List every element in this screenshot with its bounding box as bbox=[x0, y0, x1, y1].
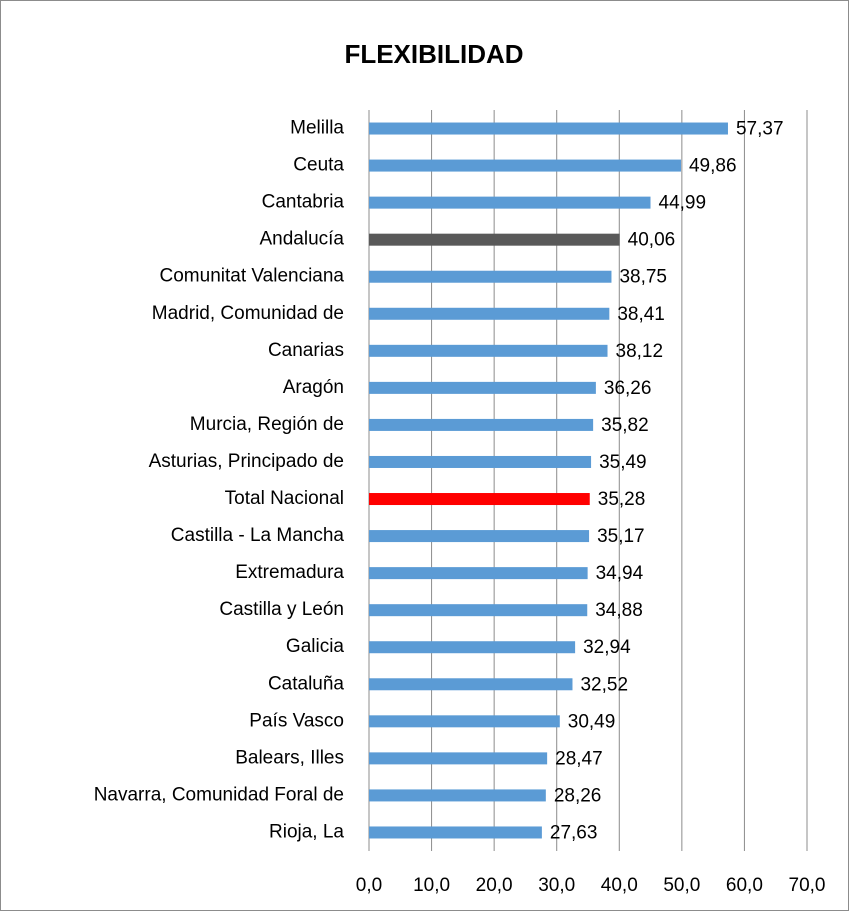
x-tick-label: 70,0 bbox=[789, 875, 826, 896]
x-tick-label: 0,0 bbox=[356, 875, 382, 896]
y-tick-label: Cantabria bbox=[262, 192, 345, 213]
bar bbox=[369, 196, 651, 209]
value-label: 44,99 bbox=[659, 193, 707, 214]
value-label: 36,26 bbox=[604, 378, 652, 399]
y-tick-label: País Vasco bbox=[249, 710, 344, 731]
value-label: 40,06 bbox=[628, 230, 676, 251]
bar bbox=[369, 752, 548, 765]
value-label: 35,17 bbox=[597, 526, 645, 547]
bar bbox=[369, 455, 592, 468]
bar bbox=[369, 307, 610, 320]
y-tick-label: Cataluña bbox=[268, 673, 344, 694]
bar bbox=[369, 122, 728, 135]
y-tick-label: Melilla bbox=[290, 118, 344, 139]
bar bbox=[369, 270, 612, 283]
y-tick-label: Castilla - La Mancha bbox=[171, 525, 345, 546]
x-tick-label: 30,0 bbox=[538, 875, 575, 896]
y-tick-label: Comunitat Valenciana bbox=[160, 266, 345, 287]
bar bbox=[369, 159, 681, 172]
bar bbox=[369, 789, 546, 802]
bar bbox=[369, 530, 590, 543]
bar bbox=[369, 344, 608, 357]
value-label: 32,52 bbox=[580, 674, 628, 695]
value-label: 35,49 bbox=[599, 452, 647, 473]
bar bbox=[369, 604, 588, 617]
value-label: 49,86 bbox=[689, 156, 737, 177]
bar bbox=[369, 493, 590, 506]
value-label: 38,12 bbox=[616, 341, 664, 362]
y-tick-label: Canarias bbox=[268, 340, 344, 361]
y-tick-label: Ceuta bbox=[293, 155, 344, 176]
value-label: 28,47 bbox=[555, 748, 603, 769]
value-label: 38,41 bbox=[617, 304, 665, 325]
y-tick-label: Aragón bbox=[283, 377, 344, 398]
y-tick-label: Andalucía bbox=[259, 229, 344, 250]
x-tick-label: 20,0 bbox=[476, 875, 513, 896]
value-label: 28,26 bbox=[554, 785, 602, 806]
x-tick-label: 10,0 bbox=[413, 875, 450, 896]
bar bbox=[369, 233, 620, 246]
y-tick-label: Madrid, Comunidad de bbox=[152, 303, 344, 324]
value-label: 34,94 bbox=[596, 563, 644, 584]
x-tick-label: 50,0 bbox=[663, 875, 700, 896]
y-tick-label: Castilla y León bbox=[219, 599, 344, 620]
chart-title: FLEXIBILIDAD bbox=[344, 39, 523, 69]
y-tick-label: Rioja, La bbox=[269, 821, 344, 842]
x-tick-label: 60,0 bbox=[726, 875, 763, 896]
y-tick-label: Extremadura bbox=[235, 562, 344, 583]
value-label: 30,49 bbox=[568, 711, 616, 732]
bar bbox=[369, 381, 596, 394]
y-tick-label: Balears, Illes bbox=[235, 747, 344, 768]
y-tick-label: Asturias, Principado de bbox=[149, 451, 344, 472]
value-label: 35,28 bbox=[598, 489, 646, 510]
bar bbox=[369, 641, 576, 654]
bar bbox=[369, 567, 588, 580]
value-label: 38,75 bbox=[619, 267, 667, 288]
x-tick-label: 40,0 bbox=[601, 875, 638, 896]
y-tick-label: Navarra, Comunidad Foral de bbox=[94, 784, 344, 805]
bar bbox=[369, 418, 594, 431]
bar bbox=[369, 715, 560, 728]
y-tick-label: Murcia, Región de bbox=[190, 414, 344, 435]
y-tick-label: Galicia bbox=[286, 636, 345, 657]
value-label: 32,94 bbox=[583, 637, 631, 658]
value-label: 27,63 bbox=[550, 822, 598, 843]
value-label: 57,37 bbox=[736, 119, 784, 140]
bar bbox=[369, 826, 542, 839]
value-label: 35,82 bbox=[601, 415, 649, 436]
bar bbox=[369, 678, 573, 691]
y-tick-label: Total Nacional bbox=[225, 488, 344, 509]
value-label: 34,88 bbox=[595, 600, 643, 621]
